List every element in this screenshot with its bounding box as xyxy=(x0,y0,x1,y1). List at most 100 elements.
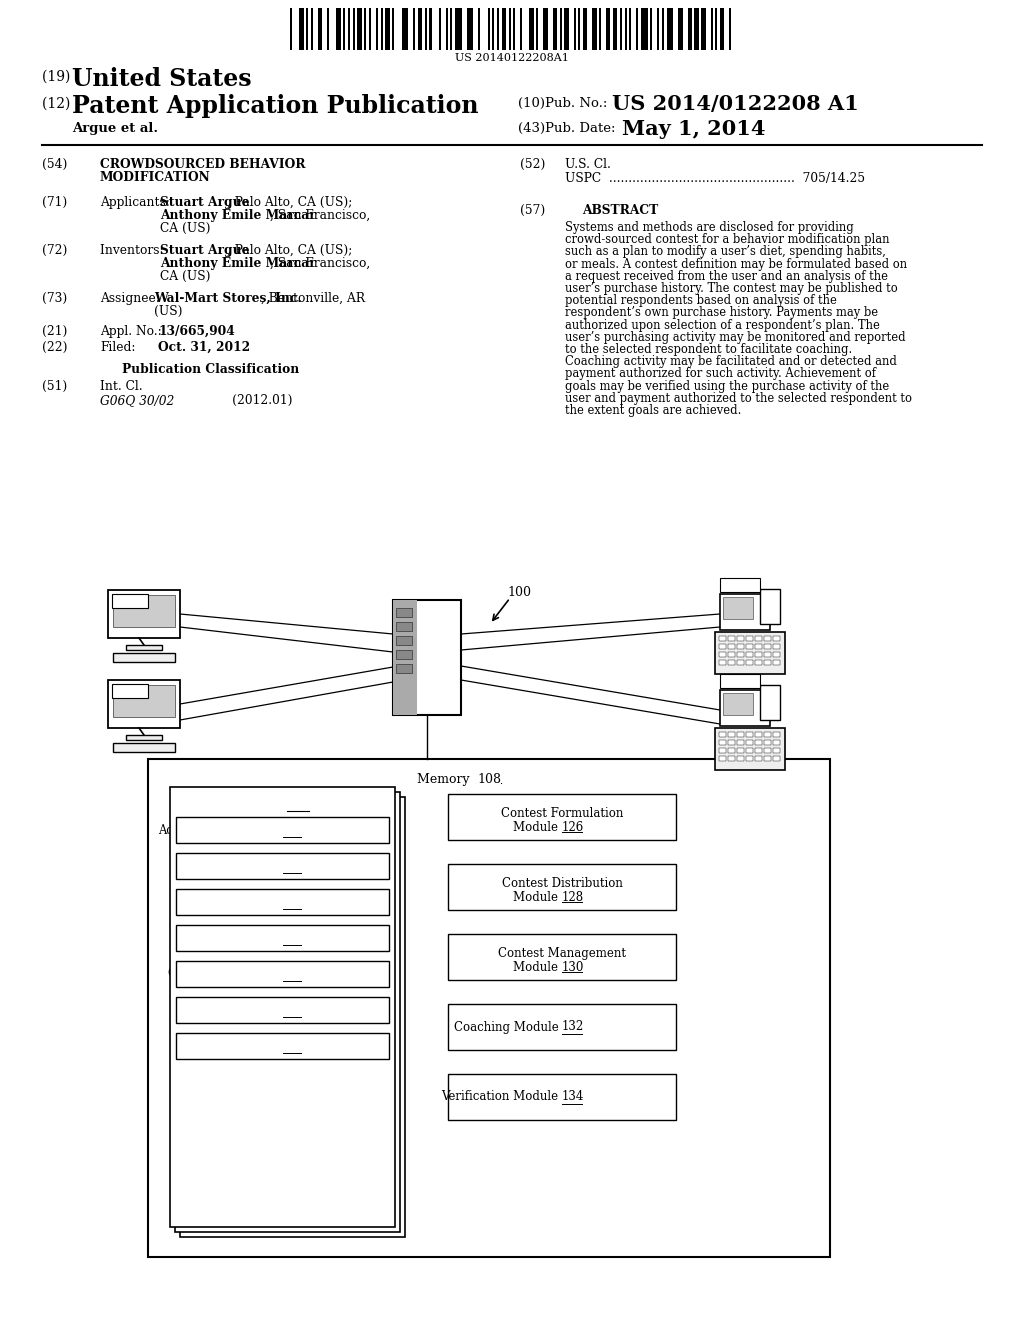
Bar xyxy=(746,636,753,642)
Bar xyxy=(493,8,495,50)
Bar xyxy=(560,8,562,50)
Bar xyxy=(715,729,785,770)
Text: (72): (72) xyxy=(42,244,68,257)
Bar xyxy=(746,756,753,762)
Text: 116: 116 xyxy=(283,895,304,908)
Bar xyxy=(369,8,371,50)
Bar xyxy=(755,652,762,657)
Bar xyxy=(180,797,406,1237)
Bar xyxy=(176,888,389,915)
Bar xyxy=(773,733,780,737)
Text: Inventors:: Inventors: xyxy=(100,244,171,257)
Text: Filed:: Filed: xyxy=(100,341,135,354)
Text: Verification Module: Verification Module xyxy=(441,1090,562,1104)
Bar xyxy=(449,1005,676,1049)
Bar xyxy=(737,644,744,649)
Bar xyxy=(396,649,412,659)
Text: (54): (54) xyxy=(42,158,68,172)
Bar xyxy=(385,8,390,50)
Bar xyxy=(728,733,735,737)
Text: Module: Module xyxy=(513,961,562,974)
Bar xyxy=(737,733,744,737)
Bar xyxy=(376,8,378,50)
Text: US 2014/0122208 A1: US 2014/0122208 A1 xyxy=(612,94,859,114)
Bar xyxy=(755,748,762,752)
Bar xyxy=(170,787,395,1228)
Text: 102: 102 xyxy=(416,651,438,664)
Bar xyxy=(719,756,726,762)
Bar xyxy=(711,8,713,50)
Bar xyxy=(760,589,780,624)
Text: Stuart Argue: Stuart Argue xyxy=(160,195,250,209)
Bar xyxy=(764,644,771,649)
Text: 126: 126 xyxy=(562,821,585,834)
Bar xyxy=(650,8,652,50)
Bar xyxy=(455,8,462,50)
Text: (22): (22) xyxy=(42,341,68,354)
Bar xyxy=(737,660,744,665)
Bar xyxy=(719,636,726,642)
Bar xyxy=(343,8,345,50)
Bar xyxy=(625,8,627,50)
Text: Pub. No.:: Pub. No.: xyxy=(545,96,607,110)
Text: 106a: 106a xyxy=(728,581,752,590)
Text: Publication Classification: Publication Classification xyxy=(122,363,299,376)
Text: user’s purchasing activity may be monitored and reported: user’s purchasing activity may be monito… xyxy=(565,331,905,343)
Bar xyxy=(176,925,389,950)
Text: Contest Requests: Contest Requests xyxy=(176,932,283,945)
Bar xyxy=(112,594,148,609)
Bar xyxy=(621,8,623,50)
Bar xyxy=(148,759,830,1257)
Bar xyxy=(564,8,568,50)
Bar xyxy=(425,8,427,50)
Bar xyxy=(662,8,664,50)
Text: user’s purchase history. The contest may be published to: user’s purchase history. The contest may… xyxy=(565,282,898,294)
Bar xyxy=(328,8,330,50)
Text: payment authorized for such activity. Achievement of: payment authorized for such activity. Ac… xyxy=(565,367,876,380)
Text: user and payment authorized to the selected respondent to: user and payment authorized to the selec… xyxy=(565,392,912,405)
Bar xyxy=(592,8,597,50)
Bar xyxy=(678,8,683,50)
Text: or meals. A contest definition may be formulated based on: or meals. A contest definition may be fo… xyxy=(565,257,907,271)
Bar xyxy=(396,609,412,616)
Text: Purchase History: Purchase History xyxy=(178,859,283,873)
Bar xyxy=(728,660,735,665)
Bar xyxy=(746,748,753,752)
Bar xyxy=(311,8,313,50)
Bar xyxy=(113,685,175,717)
Bar xyxy=(720,578,760,591)
Text: Coaching activity may be facilitated and or detected and: Coaching activity may be facilitated and… xyxy=(565,355,897,368)
Bar xyxy=(719,741,726,744)
Bar xyxy=(497,8,499,50)
Text: , Bentonville, AR: , Bentonville, AR xyxy=(261,292,365,305)
Bar xyxy=(290,8,292,50)
Bar xyxy=(175,792,400,1232)
Text: (52): (52) xyxy=(520,158,546,172)
Bar xyxy=(764,741,771,744)
Text: (21): (21) xyxy=(42,325,68,338)
Text: authorized upon selection of a respondent’s plan. The: authorized upon selection of a responden… xyxy=(565,318,880,331)
Text: Anthony Emile Marcar: Anthony Emile Marcar xyxy=(160,209,315,222)
Bar xyxy=(126,645,162,649)
Bar xyxy=(764,748,771,752)
Text: CA (US): CA (US) xyxy=(160,222,211,235)
Bar xyxy=(112,684,148,698)
Bar xyxy=(764,660,771,665)
Bar xyxy=(108,680,180,729)
Bar xyxy=(126,735,162,741)
Bar xyxy=(720,8,724,50)
Text: 124: 124 xyxy=(283,1040,304,1052)
Bar xyxy=(176,997,389,1023)
Text: 128: 128 xyxy=(562,891,584,904)
Bar xyxy=(113,743,175,752)
Text: 134: 134 xyxy=(562,1090,585,1104)
Bar xyxy=(613,8,617,50)
Text: (2012.01): (2012.01) xyxy=(174,393,293,407)
Text: US 20140122208A1: US 20140122208A1 xyxy=(455,53,569,63)
Bar xyxy=(773,741,780,744)
Text: Memory: Memory xyxy=(418,774,474,785)
Bar xyxy=(773,756,780,762)
Text: 122: 122 xyxy=(283,1003,304,1016)
Bar xyxy=(719,748,726,752)
Text: 106b: 106b xyxy=(728,676,753,685)
